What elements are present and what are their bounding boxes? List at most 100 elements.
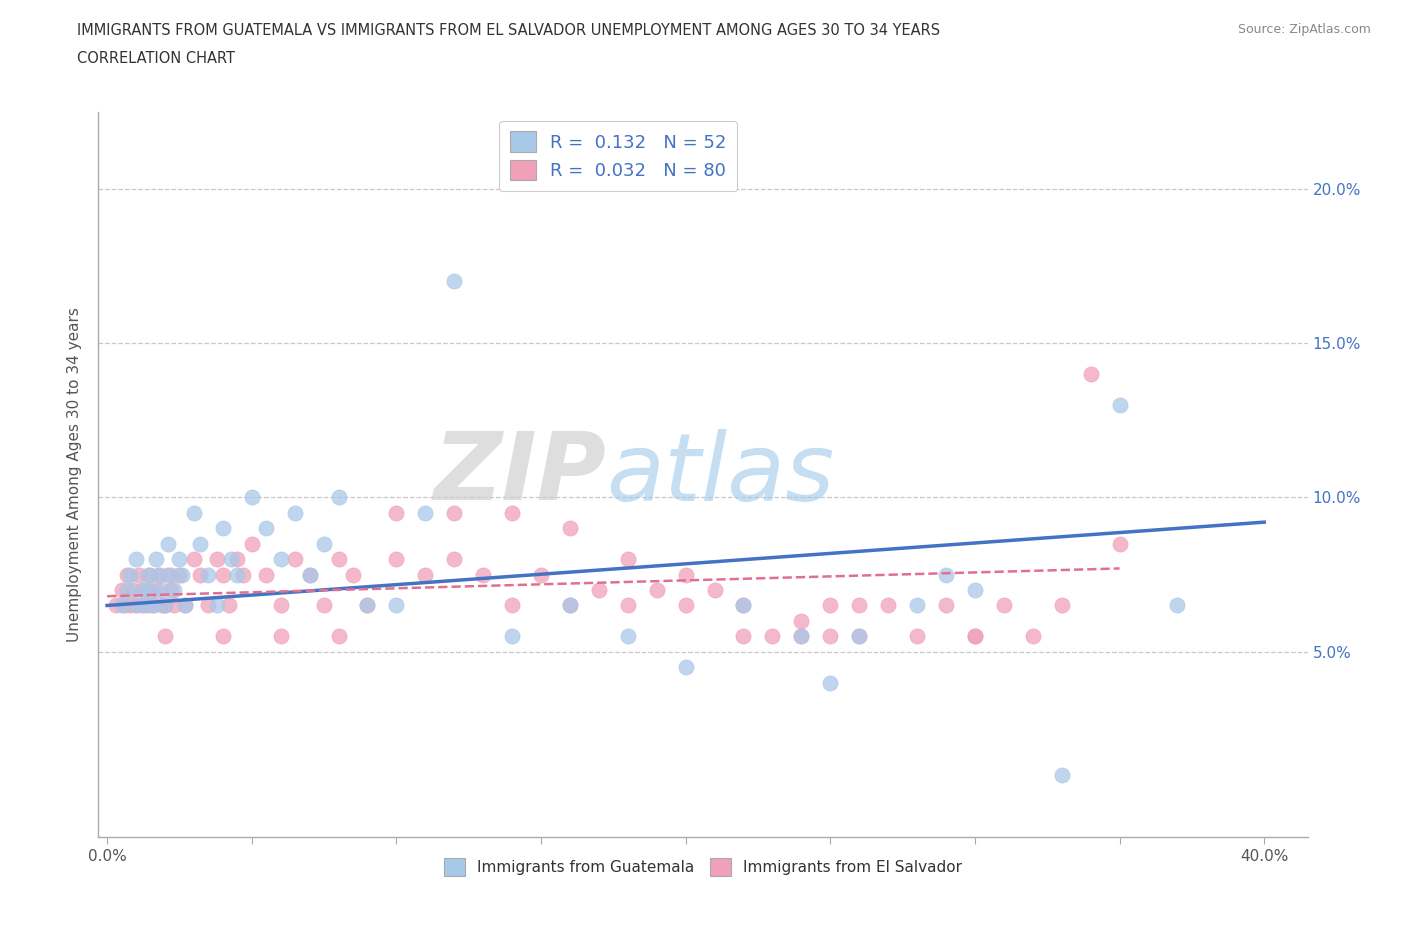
Point <box>820 675 842 690</box>
Point <box>270 551 292 566</box>
Point <box>298 567 321 582</box>
Point <box>120 598 142 613</box>
Point <box>122 582 145 597</box>
Point <box>790 614 813 629</box>
Point <box>733 598 755 613</box>
Point <box>211 521 233 536</box>
Point <box>128 567 150 582</box>
Point <box>240 490 263 505</box>
Point <box>558 598 581 613</box>
Point <box>159 582 181 597</box>
Point <box>905 629 928 644</box>
Point <box>117 567 139 582</box>
Point <box>558 598 581 613</box>
Point <box>169 567 191 582</box>
Point <box>675 567 697 582</box>
Text: atlas: atlas <box>606 429 835 520</box>
Point <box>356 598 378 613</box>
Point <box>172 567 194 582</box>
Point <box>1080 366 1102 381</box>
Point <box>733 598 755 613</box>
Point <box>114 598 136 613</box>
Text: Source: ZipAtlas.com: Source: ZipAtlas.com <box>1237 23 1371 36</box>
Point <box>159 567 181 582</box>
Point <box>312 598 335 613</box>
Y-axis label: Unemployment Among Ages 30 to 34 years: Unemployment Among Ages 30 to 34 years <box>67 307 83 642</box>
Point <box>142 598 165 613</box>
Point <box>733 629 755 644</box>
Point <box>240 537 263 551</box>
Point <box>312 537 335 551</box>
Point <box>328 629 350 644</box>
Point <box>211 567 233 582</box>
Point <box>1050 768 1073 783</box>
Point <box>139 567 162 582</box>
Point <box>134 598 156 613</box>
Point <box>104 598 127 613</box>
Point <box>501 629 523 644</box>
Point <box>183 551 205 566</box>
Point <box>221 551 243 566</box>
Point <box>877 598 900 613</box>
Point <box>145 582 167 597</box>
Point <box>1050 598 1073 613</box>
Point <box>617 598 640 613</box>
Point <box>790 629 813 644</box>
Point <box>963 629 986 644</box>
Point <box>848 629 870 644</box>
Point <box>188 537 211 551</box>
Point <box>848 629 870 644</box>
Point <box>385 505 408 520</box>
Point <box>617 551 640 566</box>
Point <box>156 537 179 551</box>
Point <box>963 582 986 597</box>
Point <box>558 521 581 536</box>
Point <box>148 567 170 582</box>
Point <box>169 551 191 566</box>
Point <box>501 598 523 613</box>
Text: ZIP: ZIP <box>433 429 606 520</box>
Point <box>761 629 783 644</box>
Point <box>284 505 307 520</box>
Point <box>472 567 495 582</box>
Point <box>1108 397 1130 412</box>
Point <box>197 567 219 582</box>
Point <box>125 551 148 566</box>
Point <box>174 598 197 613</box>
Point <box>205 551 228 566</box>
Point <box>156 567 179 582</box>
Point <box>131 598 153 613</box>
Point <box>174 598 197 613</box>
Point <box>139 582 162 597</box>
Point <box>443 551 465 566</box>
Point <box>588 582 610 597</box>
Point <box>1108 537 1130 551</box>
Point <box>150 598 173 613</box>
Point <box>342 567 364 582</box>
Point <box>820 629 842 644</box>
Point <box>617 629 640 644</box>
Point <box>153 629 176 644</box>
Legend: Immigrants from Guatemala, Immigrants from El Salvador: Immigrants from Guatemala, Immigrants fr… <box>436 851 970 884</box>
Point <box>413 505 436 520</box>
Point <box>935 567 957 582</box>
Point <box>226 567 249 582</box>
Point <box>993 598 1015 613</box>
Point <box>443 274 465 289</box>
Point <box>356 598 378 613</box>
Point <box>150 582 173 597</box>
Point <box>413 567 436 582</box>
Point <box>153 598 176 613</box>
Point <box>145 551 167 566</box>
Point <box>120 567 142 582</box>
Point <box>254 567 277 582</box>
Point <box>162 598 184 613</box>
Point <box>136 598 159 613</box>
Point <box>501 505 523 520</box>
Point <box>254 521 277 536</box>
Point <box>183 505 205 520</box>
Point <box>117 582 139 597</box>
Point <box>820 598 842 613</box>
Point <box>645 582 668 597</box>
Point <box>328 490 350 505</box>
